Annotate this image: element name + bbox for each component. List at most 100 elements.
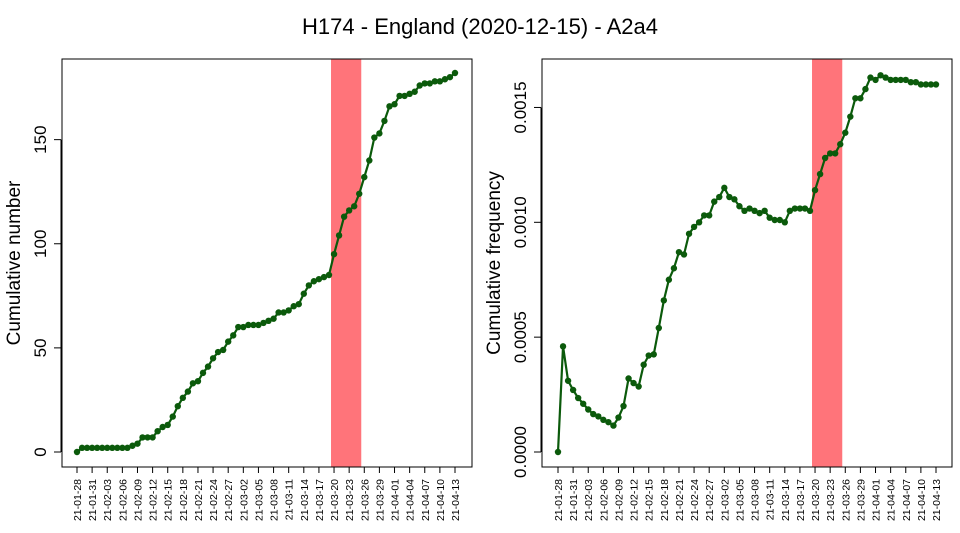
data-point (670, 265, 678, 272)
data-point (700, 212, 708, 219)
data-point (721, 184, 728, 192)
data-point (867, 74, 874, 81)
data-point (320, 273, 328, 281)
x-tick-label: 21-03-29 (374, 479, 386, 521)
data-point (862, 85, 869, 93)
data-point (401, 92, 408, 100)
data-point (356, 190, 363, 197)
data-point (786, 207, 794, 215)
x-tick-label: 21-02-12 (148, 479, 160, 521)
x-tick-label: 21-03-11 (765, 479, 777, 520)
x-tick-label: 21-03-26 (840, 479, 852, 521)
data-point (736, 203, 743, 210)
x-tick-label: 21-02-15 (644, 479, 656, 521)
data-point (796, 205, 804, 212)
x-tick-label: 21-02-27 (223, 479, 235, 521)
x-tick-label: 21-03-08 (750, 479, 762, 521)
data-point (877, 72, 884, 79)
x-tick-label: 21-04-10 (916, 479, 928, 521)
data-point (766, 214, 773, 221)
data-point (124, 444, 131, 452)
data-point (600, 416, 607, 424)
data-point (315, 275, 323, 283)
x-tick-label: 21-02-27 (704, 479, 716, 521)
data-point (219, 346, 227, 354)
y-tick-label: 50 (31, 338, 50, 357)
data-point (164, 421, 171, 429)
x-tick-label: 21-03-20 (810, 479, 822, 521)
x-tick-label: 21-01-28 (553, 479, 565, 521)
panel-cumulative-number: 0 50 100 150 Cumulative number 21-01-28 21-01-… (4, 58, 473, 521)
x-tick-label: 21-02-03 (583, 479, 595, 521)
data-point (270, 315, 277, 322)
data-point (330, 250, 338, 258)
data-point (685, 230, 693, 237)
data-point (119, 444, 126, 452)
data-point (345, 207, 353, 214)
data-point (559, 343, 567, 350)
data-point (104, 444, 111, 452)
x-tick-label: 21-02-18 (659, 479, 671, 521)
x-tick-label: 21-02-18 (178, 479, 190, 521)
x-tick-label: 21-01-28 (72, 479, 84, 521)
y-tick-label: 100 (31, 230, 50, 258)
data-point (554, 448, 562, 456)
data-point (847, 113, 854, 120)
data-point (381, 117, 388, 125)
x-tick-label: 21-03-11 (284, 479, 296, 520)
data-point (927, 81, 935, 88)
data-point (872, 76, 879, 84)
data-point (245, 321, 252, 329)
x-tick-label: 21-04-01 (871, 479, 883, 521)
data-point (746, 205, 753, 212)
data-point (280, 309, 287, 316)
data-point (189, 380, 197, 387)
x-tick-label: 21-03-17 (795, 479, 807, 521)
x-tick-label: 21-03-23 (344, 479, 356, 521)
data-point (887, 76, 894, 84)
data-point (386, 103, 393, 110)
data-point (675, 248, 683, 256)
data-point (149, 434, 156, 441)
data-point (751, 207, 758, 215)
highlight-band (331, 59, 362, 467)
x-tick-label: 21-03-17 (314, 479, 326, 521)
data-point (615, 414, 622, 421)
y-axis-title: Cumulative number (4, 180, 25, 345)
data-point (756, 209, 763, 217)
x-tick-label: 21-02-15 (163, 479, 175, 521)
data-point (340, 213, 348, 220)
data-point (650, 351, 657, 358)
data-point (776, 216, 783, 224)
data-point (114, 444, 121, 452)
x-tick-label: 21-02-03 (102, 479, 114, 521)
data-point (260, 319, 267, 327)
data-point (816, 170, 824, 178)
data-point (159, 423, 166, 431)
x-tick-label: 21-03-05 (734, 479, 746, 521)
x-tick-label: 21-03-23 (825, 479, 837, 521)
data-point (265, 317, 272, 325)
data-point (726, 193, 733, 201)
highlight-band (812, 59, 843, 467)
data-point (655, 324, 662, 332)
data-point (78, 444, 86, 452)
data-point (325, 271, 333, 279)
x-tick-label: 21-02-24 (208, 479, 220, 521)
y-tick-label: 0.0005 (511, 311, 530, 363)
data-point (240, 323, 247, 331)
data-point (852, 95, 859, 102)
x-tick-label: 21-04-04 (405, 479, 417, 521)
data-point (300, 290, 307, 297)
x-tick-label: 21-04-10 (435, 479, 447, 521)
x-tick-label: 21-03-14 (780, 479, 792, 521)
data-point (620, 402, 627, 410)
data-point (574, 394, 582, 402)
data-point (690, 223, 698, 231)
data-point (144, 434, 151, 441)
plot-frame (541, 58, 953, 468)
data-point (290, 303, 297, 310)
data-point (711, 198, 718, 205)
data-point (431, 78, 439, 85)
data-point (826, 150, 834, 157)
